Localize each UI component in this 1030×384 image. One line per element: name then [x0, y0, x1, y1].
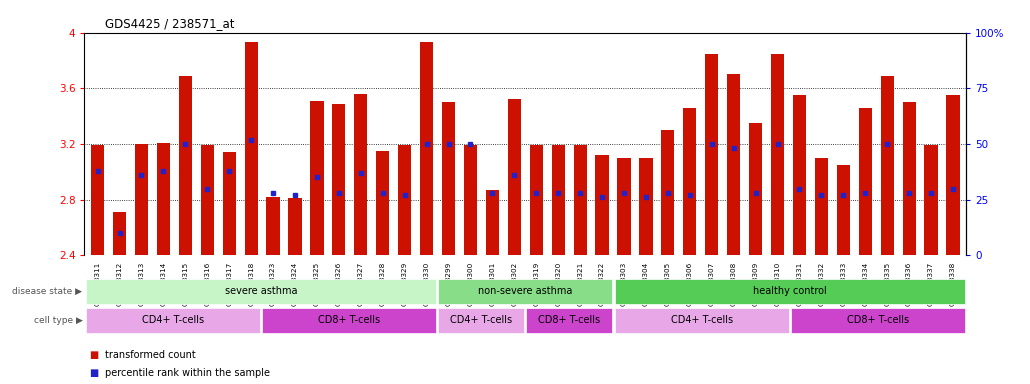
Bar	[947, 95, 960, 255]
Bar	[770, 53, 784, 255]
Bar	[881, 76, 894, 255]
Text: CD4+ T-cells: CD4+ T-cells	[671, 315, 732, 325]
Bar	[683, 108, 696, 255]
Text: ■: ■	[90, 350, 99, 360]
Bar	[793, 95, 806, 255]
Bar	[836, 165, 850, 255]
Text: ■: ■	[90, 368, 99, 378]
Bar	[333, 104, 345, 255]
Bar	[157, 142, 170, 255]
Text: disease state ▶: disease state ▶	[12, 287, 82, 296]
Bar	[113, 212, 126, 255]
Bar	[640, 158, 653, 255]
Bar	[85, 308, 260, 333]
Bar	[267, 197, 280, 255]
Text: non-severe asthma: non-severe asthma	[478, 286, 573, 296]
Text: transformed count: transformed count	[105, 350, 196, 360]
Bar	[508, 99, 521, 255]
Bar	[201, 146, 214, 255]
Bar	[288, 198, 302, 255]
Text: healthy control: healthy control	[753, 286, 827, 296]
Text: CD8+ T-cells: CD8+ T-cells	[847, 315, 909, 325]
Text: severe asthma: severe asthma	[225, 286, 297, 296]
Bar	[595, 155, 609, 255]
Bar	[706, 53, 718, 255]
Bar	[661, 130, 675, 255]
Bar	[398, 146, 411, 255]
Bar	[791, 308, 965, 333]
Bar	[135, 144, 148, 255]
Bar	[749, 123, 762, 255]
Bar	[442, 102, 455, 255]
Bar	[574, 146, 587, 255]
Bar	[244, 42, 258, 255]
Bar	[376, 151, 389, 255]
Bar	[310, 101, 323, 255]
Text: CD8+ T-cells: CD8+ T-cells	[539, 315, 600, 325]
Text: CD4+ T-cells: CD4+ T-cells	[141, 315, 204, 325]
Bar	[925, 146, 937, 255]
Bar	[420, 42, 434, 255]
Bar	[815, 158, 828, 255]
Bar	[615, 279, 965, 304]
Bar	[617, 158, 630, 255]
Bar	[526, 308, 613, 333]
Bar	[179, 76, 192, 255]
Bar	[464, 146, 477, 255]
Bar	[354, 94, 368, 255]
Bar	[859, 108, 871, 255]
Text: cell type ▶: cell type ▶	[34, 316, 82, 325]
Bar	[85, 279, 436, 304]
Bar	[727, 74, 741, 255]
Bar	[902, 102, 916, 255]
Bar	[91, 146, 104, 255]
Bar	[552, 146, 564, 255]
Bar	[438, 279, 613, 304]
Text: percentile rank within the sample: percentile rank within the sample	[105, 368, 270, 378]
Bar	[262, 308, 436, 333]
Text: GDS4425 / 238571_at: GDS4425 / 238571_at	[105, 17, 235, 30]
Bar	[529, 146, 543, 255]
Text: CD8+ T-cells: CD8+ T-cells	[318, 315, 380, 325]
Bar	[438, 308, 524, 333]
Bar	[615, 308, 789, 333]
Bar	[486, 190, 499, 255]
Bar	[222, 152, 236, 255]
Text: CD4+ T-cells: CD4+ T-cells	[450, 315, 512, 325]
